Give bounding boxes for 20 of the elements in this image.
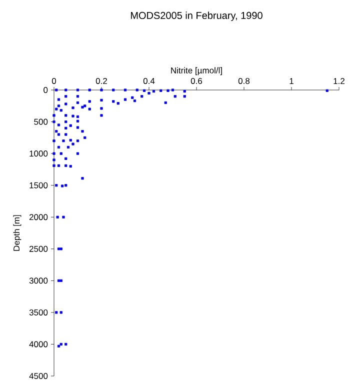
x-axis-title: Nitrite [µmol/l] [171, 67, 222, 76]
y-tick-label: 3000 [29, 278, 48, 284]
chart-title: MODS2005 in February, 1990 [131, 12, 262, 21]
y-axis-title: Depth [m] [13, 215, 22, 251]
y-tick-label: 1000 [30, 150, 48, 157]
x-tick-label: 0.6 [190, 78, 202, 84]
y-tick-label: 2000 [29, 214, 48, 220]
x-tick-label: 0.8 [238, 78, 250, 84]
y-tick-label: 1500 [30, 182, 48, 188]
y-tick-label: 3500 [29, 309, 48, 316]
y-tick-label: 500 [34, 118, 48, 125]
y-tick-label: 2500 [29, 246, 48, 252]
x-tick-label: 0 [52, 78, 56, 84]
y-tick-label: 0 [44, 86, 48, 94]
x-tick-label: 0.4 [143, 78, 155, 84]
y-tick-label: 4000 [29, 341, 48, 348]
y-tick-label: 4500 [29, 372, 48, 380]
x-tick-label: 0.2 [96, 78, 107, 84]
x-tick-label: 1.2 [334, 78, 344, 84]
x-tick-label: 1 [290, 78, 294, 84]
